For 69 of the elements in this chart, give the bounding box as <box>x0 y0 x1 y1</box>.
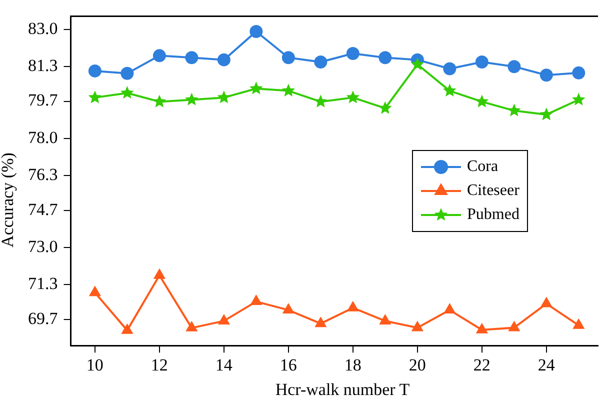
point <box>540 68 553 82</box>
point <box>378 101 392 114</box>
x-tick-label: 18 <box>344 355 362 374</box>
x-tick-label: 20 <box>408 355 426 374</box>
point <box>120 66 134 80</box>
point <box>508 321 520 332</box>
point <box>250 24 263 38</box>
x-tick-label: 14 <box>215 355 233 374</box>
point <box>443 62 456 76</box>
y-tick-label: 83.0 <box>28 18 58 38</box>
x-tick-label: 10 <box>86 355 104 374</box>
point <box>282 51 295 64</box>
point <box>410 57 424 70</box>
y-tick-label: 74.7 <box>28 200 58 219</box>
point <box>185 92 198 106</box>
point <box>378 51 392 64</box>
legend-label: Cora <box>467 158 498 176</box>
point <box>444 304 456 314</box>
point <box>250 295 262 306</box>
point <box>282 304 294 314</box>
point <box>185 51 198 64</box>
point <box>314 56 328 69</box>
point <box>346 90 360 104</box>
point <box>346 47 360 60</box>
x-tick-label: 12 <box>150 355 168 374</box>
x-tick-label: 16 <box>280 355 297 374</box>
x-tick-label: 24 <box>538 355 556 374</box>
point <box>412 321 424 332</box>
y-tick-label: 78.0 <box>28 128 58 147</box>
y-axis-title: Accuracy (%) <box>0 152 18 250</box>
legend-label: Pubmed <box>467 206 520 224</box>
x-axis-title: Hcr-walk number T <box>274 380 411 400</box>
point <box>476 323 488 334</box>
point <box>475 56 488 69</box>
point <box>120 86 134 99</box>
point <box>347 301 359 312</box>
point <box>572 66 586 80</box>
y-tick-label: 76.3 <box>28 164 58 184</box>
point <box>314 94 328 108</box>
point <box>89 286 101 296</box>
point <box>540 297 552 308</box>
y-tick-label: 79.7 <box>28 90 58 110</box>
y-tick-label: 81.3 <box>28 56 58 75</box>
point <box>121 324 133 334</box>
point <box>282 84 296 96</box>
point <box>314 317 326 328</box>
point <box>88 64 102 78</box>
point <box>217 90 231 104</box>
point <box>540 108 554 120</box>
point <box>152 49 166 62</box>
y-tick-label: 69.7 <box>28 308 58 328</box>
point <box>218 314 230 324</box>
point <box>508 60 521 74</box>
legend-label: Citeseer <box>467 182 520 200</box>
point <box>508 104 521 116</box>
point <box>152 94 166 108</box>
point <box>217 53 230 66</box>
point <box>475 94 489 108</box>
point <box>154 268 166 279</box>
y-tick-label: 73.0 <box>28 236 58 256</box>
point <box>572 92 586 106</box>
point <box>88 90 102 104</box>
point <box>379 314 391 324</box>
point <box>186 321 198 332</box>
y-tick-label: 71.3 <box>28 274 58 293</box>
x-tick-label: 22 <box>473 355 490 374</box>
point <box>250 82 263 94</box>
point <box>443 84 456 96</box>
point <box>572 318 584 329</box>
